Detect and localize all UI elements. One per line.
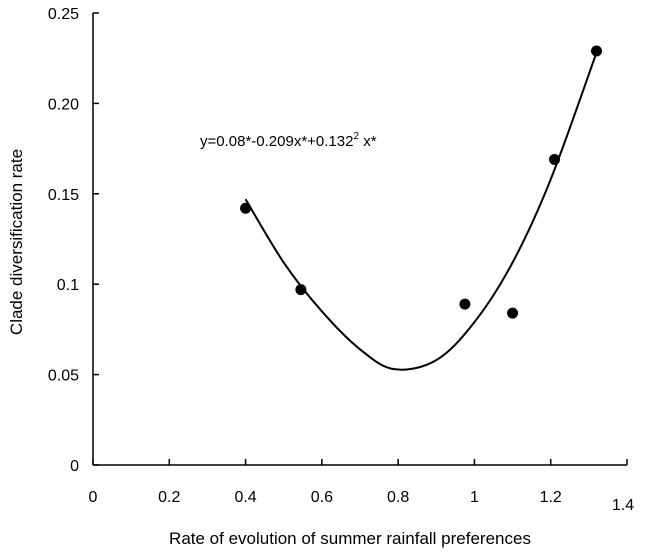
regression-equation: y=0.08*-0.209x*+0.1322 x* (200, 131, 377, 150)
data-point (590, 45, 602, 57)
data-point (240, 202, 252, 214)
y-tick-label: 0 (70, 458, 79, 475)
x-tick-label: 0.2 (158, 489, 180, 506)
x-tick-label: 0 (89, 489, 98, 506)
x-tick-label: 0.6 (311, 489, 333, 506)
equation-prefix: y=0.08*-0.209x*+0.132 (200, 133, 353, 150)
data-point (295, 284, 307, 296)
y-tick-label: 0.15 (48, 187, 79, 204)
tick-labels: 0 0.05 0.1 0.15 0.20 0.25 0 0.2 0.4 0.6 0.8 1 1.2 1.4 (48, 6, 634, 514)
fit-curve-layer (244, 52, 598, 371)
x-axis-title: Rate of evolution of summer rainfall pre… (169, 529, 531, 548)
y-tick-label: 0.20 (48, 96, 79, 113)
data-point (459, 298, 471, 310)
equation-suffix: x* (359, 133, 377, 150)
data-point (507, 307, 519, 319)
x-tick-label: 1.2 (540, 489, 562, 506)
x-tick-label: 1.4 (612, 497, 634, 514)
y-tick-label: 0.05 (48, 368, 79, 385)
x-tick-label: 1 (470, 489, 479, 506)
data-points (240, 45, 602, 319)
data-point (549, 153, 561, 165)
equation-superscript: 2 (353, 131, 359, 142)
y-tick-label: 0.25 (48, 6, 79, 23)
fit-curve (244, 52, 598, 371)
y-axis-title: Clade diversification rate (7, 149, 26, 335)
x-tick-label: 0.4 (234, 489, 256, 506)
x-tick-label: 0.8 (387, 489, 409, 506)
axes (92, 12, 628, 466)
y-tick-label: 0.1 (57, 277, 79, 294)
